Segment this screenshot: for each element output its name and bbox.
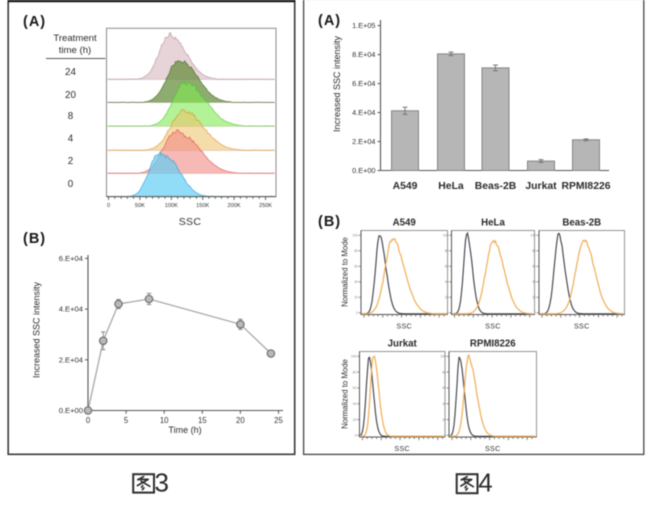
svg-text:Normalized to Mode: Normalized to Mode <box>341 359 350 429</box>
svg-text:1.E+05: 1.E+05 <box>352 21 375 30</box>
svg-text:8.E+04: 8.E+04 <box>352 50 375 59</box>
svg-text:60: 60 <box>445 265 449 269</box>
svg-text:20: 20 <box>442 418 446 422</box>
svg-text:6.E+04: 6.E+04 <box>59 254 83 263</box>
svg-text:0: 0 <box>356 311 358 315</box>
svg-text:100: 100 <box>351 355 357 359</box>
svg-text:20: 20 <box>354 296 358 300</box>
svg-text:60: 60 <box>532 265 536 269</box>
svg-text:HeLa: HeLa <box>438 181 464 192</box>
svg-text:200K: 200K <box>228 203 241 209</box>
svg-text:8: 8 <box>68 111 74 122</box>
svg-text:(A): (A) <box>23 14 46 30</box>
svg-text:20: 20 <box>236 416 245 425</box>
svg-text:Treatment: Treatment <box>53 33 97 44</box>
svg-text:40: 40 <box>354 280 358 284</box>
svg-text:15: 15 <box>198 416 207 425</box>
svg-text:10: 10 <box>160 416 169 425</box>
svg-text:0.E+00: 0.E+00 <box>352 166 375 175</box>
svg-text:SSC: SSC <box>574 322 590 331</box>
svg-text:50K: 50K <box>135 203 145 209</box>
svg-text:(B): (B) <box>23 231 46 247</box>
svg-text:RPMI8226: RPMI8226 <box>561 181 610 192</box>
svg-text:2.E+04: 2.E+04 <box>59 355 83 364</box>
svg-text:RPMI8226: RPMI8226 <box>470 339 516 350</box>
svg-text:20: 20 <box>353 418 357 422</box>
svg-text:A549: A549 <box>393 218 417 229</box>
svg-text:100: 100 <box>443 234 449 238</box>
svg-text:0: 0 <box>86 416 91 425</box>
svg-text:Increased SSC intensity: Increased SSC intensity <box>32 281 42 378</box>
svg-text:40: 40 <box>445 280 449 284</box>
svg-text:40: 40 <box>442 402 446 406</box>
svg-text:150K: 150K <box>196 203 209 209</box>
svg-text:80: 80 <box>445 249 449 253</box>
svg-text:250K: 250K <box>259 203 272 209</box>
svg-text:2: 2 <box>68 156 73 167</box>
svg-text:Jurkat: Jurkat <box>525 181 557 192</box>
svg-text:0: 0 <box>447 311 449 315</box>
svg-text:SSC: SSC <box>485 444 501 453</box>
svg-text:60: 60 <box>442 386 446 390</box>
svg-text:40: 40 <box>532 280 536 284</box>
svg-text:100: 100 <box>530 234 536 238</box>
svg-text:(A): (A) <box>318 13 341 29</box>
svg-text:100K: 100K <box>165 203 178 209</box>
svg-text:SSC: SSC <box>396 322 412 331</box>
svg-text:HeLa: HeLa <box>481 218 505 229</box>
svg-text:0: 0 <box>534 311 536 315</box>
svg-text:0: 0 <box>355 434 357 438</box>
svg-text:A549: A549 <box>393 181 418 192</box>
svg-text:6.E+04: 6.E+04 <box>352 79 375 88</box>
svg-text:60: 60 <box>354 265 358 269</box>
svg-text:4: 4 <box>68 134 74 145</box>
svg-text:0: 0 <box>107 203 110 209</box>
svg-text:SSC: SSC <box>394 444 410 453</box>
svg-text:20: 20 <box>445 296 449 300</box>
svg-text:80: 80 <box>354 249 358 253</box>
svg-text:time (h): time (h) <box>59 45 92 56</box>
svg-text:0: 0 <box>444 434 446 438</box>
svg-text:40: 40 <box>353 402 357 406</box>
svg-text:0.E+00: 0.E+00 <box>59 406 83 415</box>
svg-text:SSC: SSC <box>179 216 202 228</box>
svg-text:Jurkat: Jurkat <box>388 339 418 350</box>
svg-text:20: 20 <box>532 296 536 300</box>
svg-text:80: 80 <box>532 249 536 253</box>
svg-text:80: 80 <box>442 370 446 374</box>
svg-text:SSC: SSC <box>485 322 501 331</box>
svg-text:5: 5 <box>124 416 129 425</box>
svg-text:20: 20 <box>65 90 76 101</box>
svg-text:100: 100 <box>440 355 446 359</box>
svg-text:100: 100 <box>352 234 358 238</box>
svg-text:Beas-2B: Beas-2B <box>475 181 517 192</box>
svg-text:4: 4 <box>478 468 492 498</box>
svg-text:Time (h): Time (h) <box>168 425 201 435</box>
svg-text:0: 0 <box>68 179 74 190</box>
svg-text:4.E+04: 4.E+04 <box>59 305 83 314</box>
svg-text:4.E+04: 4.E+04 <box>352 108 375 117</box>
svg-text:2.E+04: 2.E+04 <box>352 137 375 146</box>
svg-text:Beas-2B: Beas-2B <box>562 218 601 229</box>
svg-text:24: 24 <box>65 67 76 78</box>
svg-text:3: 3 <box>155 468 169 498</box>
svg-text:60: 60 <box>353 386 357 390</box>
svg-text:(B): (B) <box>318 214 341 230</box>
svg-text:Increased SSC intensity: Increased SSC intensity <box>332 35 342 132</box>
svg-text:Normalized to Mode: Normalized to Mode <box>341 237 350 307</box>
svg-text:80: 80 <box>353 370 357 374</box>
svg-text:25: 25 <box>274 416 283 425</box>
